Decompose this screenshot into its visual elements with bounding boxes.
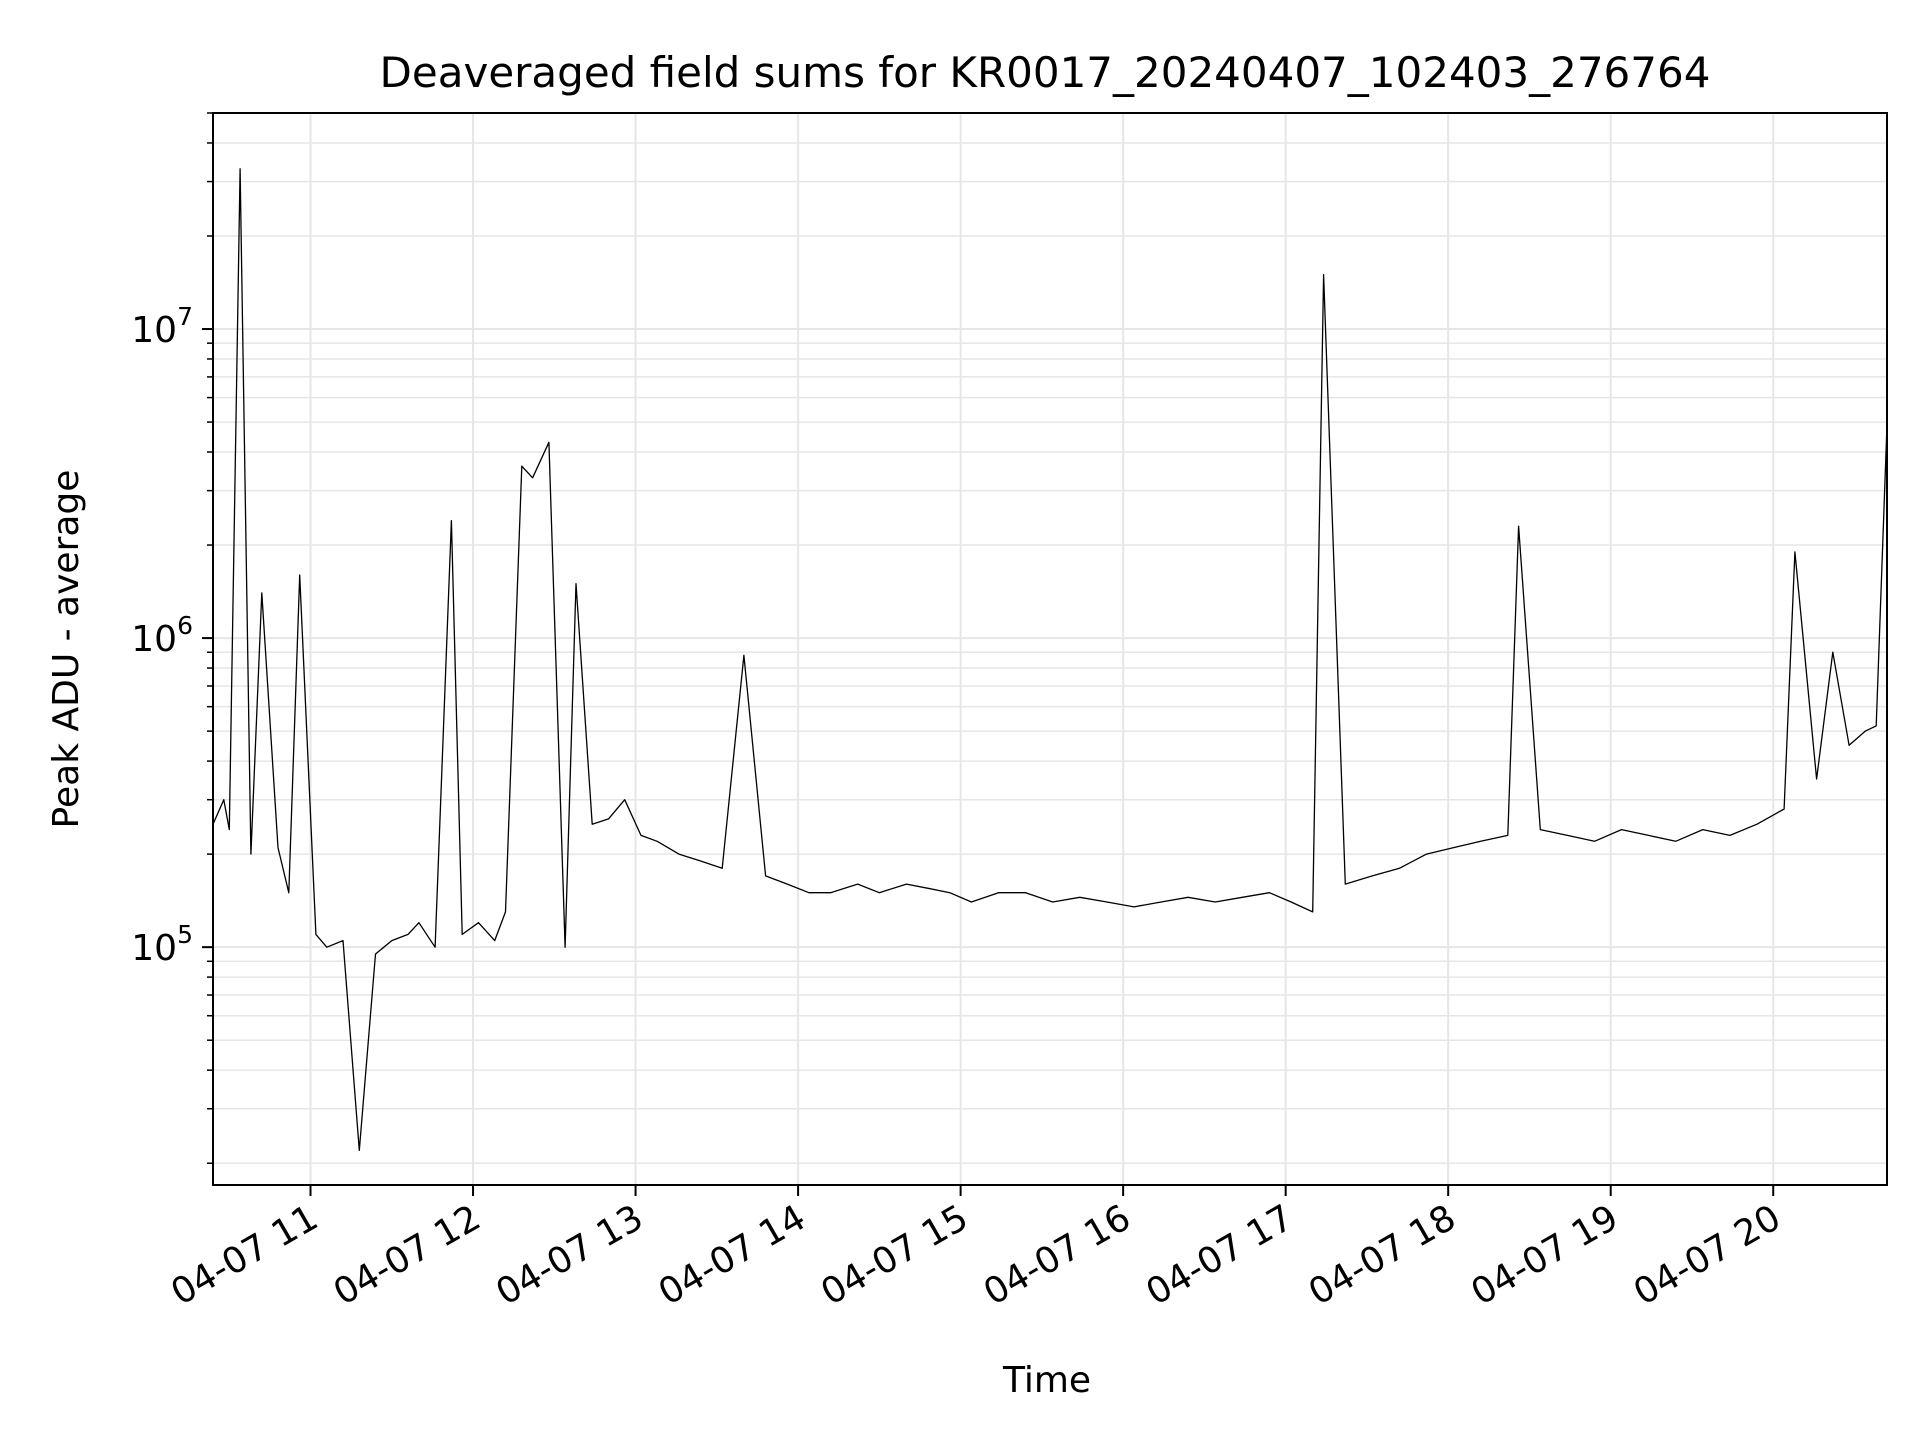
chart-title: Deaveraged field sums for KR0017_2024040…	[380, 48, 1711, 97]
x-tick-label: 04-07 15	[814, 1197, 975, 1313]
x-axis: 04-07 11 04-07 12 04-07 13 04-07 14 04-07 15…	[164, 1185, 1788, 1314]
x-tick-label: 04-07 14	[652, 1197, 813, 1313]
x-axis-label: Time	[1002, 1360, 1091, 1401]
x-tick-label: 04-07 12	[327, 1197, 488, 1313]
x-tick-label: 04-07 19	[1465, 1197, 1626, 1313]
x-tick-label: 04-07 17	[1139, 1197, 1300, 1313]
grid-lines	[213, 112, 1887, 1185]
x-tick-label: 04-07 13	[489, 1197, 650, 1313]
plot-frame	[212, 112, 1888, 1186]
x-tick-label: 04-07 16	[977, 1197, 1138, 1313]
x-tick-label: 04-07 11	[164, 1197, 325, 1313]
x-tick-label: 04-07 18	[1302, 1197, 1463, 1313]
y-tick-label: 106	[131, 611, 193, 660]
series-group	[212, 168, 1888, 1152]
y-tick-label: 107	[131, 302, 193, 351]
y-axis-label: Peak ADU - average	[46, 470, 87, 829]
x-tick-label: 04-07 20	[1627, 1197, 1788, 1313]
y-tick-label: 105	[131, 920, 193, 969]
y-axis: 105 106 107	[131, 112, 213, 1164]
series-line	[212, 168, 1888, 1152]
